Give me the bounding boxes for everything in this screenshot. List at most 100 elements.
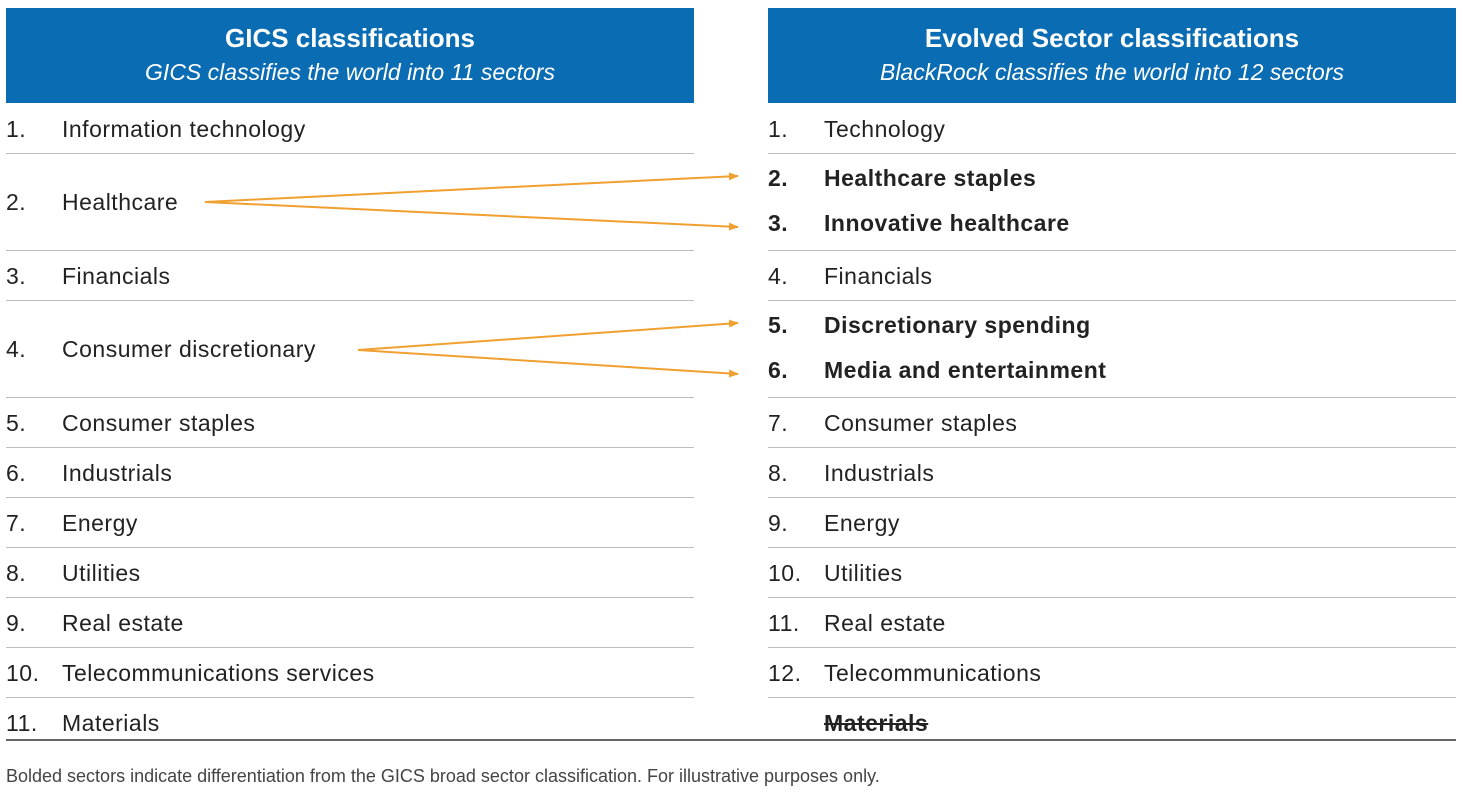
item-number: 1. [768,115,789,142]
item-label: Information technology [62,115,306,142]
item-label: Industrials [62,459,173,486]
item-number: 4. [6,335,27,362]
list-item: 6. Industrials [6,450,694,496]
gics-row: 11. Materials [6,698,694,748]
item-number: 10. [6,659,40,686]
item-number: 7. [6,509,27,536]
item-number: 2. [768,164,789,191]
list-item: 8. Industrials [768,450,1456,496]
evolved-row: 1. Technology [768,104,1456,154]
item-label: Media and entertainment [824,356,1107,383]
item-number: 5. [6,409,27,436]
item-number: 6. [6,459,27,486]
item-label: Healthcare staples [824,164,1037,191]
gics-row: 10. Telecommunications services [6,648,694,698]
item-number: 5. [768,311,789,338]
gics-row: 7. Energy [6,498,694,548]
list-item: 12. Telecommunications [768,650,1456,696]
item-number: 8. [768,459,789,486]
gics-row: 8. Utilities [6,548,694,598]
list-item-bold: 6. Media and entertainment [768,347,1456,393]
evolved-header: Evolved Sector classifications BlackRock… [768,8,1456,103]
gics-header: GICS classifications GICS classifies the… [6,8,694,103]
gics-row: 9. Real estate [6,598,694,648]
list-item-bold: 5. Discretionary spending [768,302,1456,348]
evolved-row: 5. Discretionary spending 6. Media and ent… [768,301,1456,398]
item-label: Energy [62,509,138,536]
gics-row: 4. Consumer discretionary [6,301,694,398]
footnote: Bolded sectors indicate differentiation … [6,766,880,786]
item-number: 1. [6,115,27,142]
list-item: 9. Energy [768,500,1456,546]
list-item: 5. Consumer staples [6,400,694,446]
arrow-discretionary-to-spending [357,319,739,351]
item-label: Consumer discretionary [62,335,316,362]
list-item: 10. Utilities [768,550,1456,596]
list-item: 3. Financials [6,253,694,299]
list-item-bold: 2. Healthcare staples [768,155,1456,201]
item-label: Consumer staples [62,409,256,436]
evolved-row: 8. Industrials [768,448,1456,498]
evolved-list: 1. Technology 2. Healthcare staples 3. Inno… [768,104,1456,748]
arrow-healthcare-to-innovative [204,201,739,231]
item-number: 3. [768,209,789,236]
gics-row: 2. Healthcare [6,154,694,251]
evolved-row: 10. Utilities [768,548,1456,598]
item-number: 4. [768,262,789,289]
item-number: 12. [768,659,802,686]
list-item: 7. Consumer staples [768,400,1456,446]
list-item: 9. Real estate [6,600,694,646]
item-label: Real estate [62,609,184,636]
item-label: Telecommunications [824,659,1042,686]
item-number: 9. [6,609,27,636]
item-label: Telecommunications services [62,659,375,686]
item-label: Industrials [824,459,935,486]
list-item-bold: 3. Innovative healthcare [768,200,1456,246]
gics-row: 3. Financials [6,251,694,301]
evolved-row: Materials [768,698,1456,748]
item-number: 11. [768,609,800,636]
item-label: Innovative healthcare [824,209,1070,236]
item-label: Energy [824,509,900,536]
gics-list: 1. Information technology 2. Healthcare 3.… [6,104,694,748]
item-label: Consumer staples [824,409,1018,436]
list-item: 8. Utilities [6,550,694,596]
item-label: Real estate [824,609,946,636]
item-label: Utilities [824,559,903,586]
item-label: Healthcare [62,188,179,215]
list-item-removed: Materials [768,700,1456,746]
list-item: 10. Telecommunications services [6,650,694,696]
list-item: 11. Real estate [768,600,1456,646]
item-number: 7. [768,409,789,436]
item-number: 10. [768,559,802,586]
arrow-discretionary-to-media [357,349,739,378]
item-label: Utilities [62,559,141,586]
item-label: Financials [62,262,171,289]
item-label-strikethrough: Materials [824,709,929,736]
evolved-row: 7. Consumer staples [768,398,1456,448]
list-item: 1. Information technology [6,106,694,152]
item-number: 9. [768,509,789,536]
arrow-healthcare-to-staples [204,172,739,203]
evolved-subtitle: BlackRock classifies the world into 12 s… [879,59,1345,85]
item-label: Financials [824,262,933,289]
gics-title: GICS classifications [225,23,475,53]
evolved-row: 12. Telecommunications [768,648,1456,698]
evolved-row: 2. Healthcare staples 3. Innovative health… [768,154,1456,251]
item-label: Technology [824,115,946,142]
evolved-row: 11. Real estate [768,598,1456,648]
list-item: 11. Materials [6,700,694,746]
gics-row: 6. Industrials [6,448,694,498]
item-number: 8. [6,559,27,586]
item-label: Discretionary spending [824,311,1091,338]
evolved-title: Evolved Sector classifications [924,23,1300,53]
list-item: 2. Healthcare [6,179,694,225]
list-item: 1. Technology [768,106,1456,152]
gics-subtitle: GICS classifies the world into 11 sector… [145,59,555,85]
item-number: 6. [768,356,789,383]
item-number: 3. [6,262,27,289]
item-number: 11. [6,709,38,736]
item-label: Materials [62,709,160,736]
item-number: 2. [6,188,27,215]
